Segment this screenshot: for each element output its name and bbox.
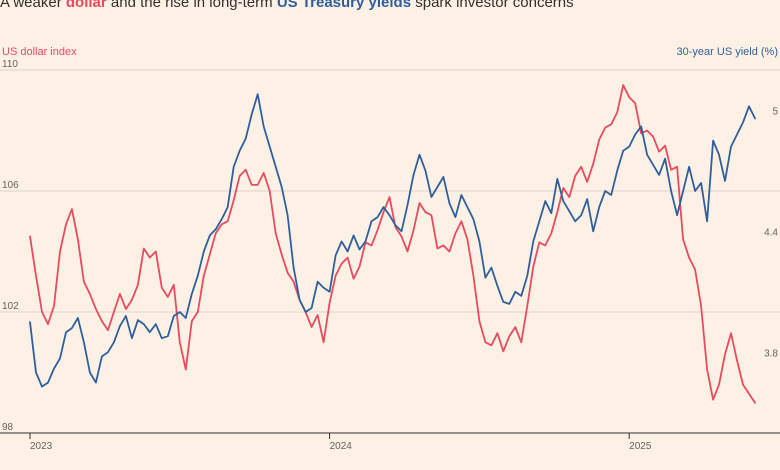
left-tick-label-102: 102	[2, 301, 19, 312]
left-tick-label-110: 110	[2, 59, 18, 70]
dollar-index-line	[29, 84, 756, 404]
x-tick-label-2023: 2023	[30, 441, 53, 452]
chart-subtitle: A weaker dollar and the rise in long-ter…	[0, 0, 574, 11]
right-tick-label-5: 5	[772, 106, 778, 117]
subtitle-highlight-dollar: dollar	[65, 0, 107, 11]
left-axis-title: US dollar index	[2, 46, 77, 58]
x-tick-label-2024: 2024	[330, 441, 353, 452]
left-tick-label-98: 98	[2, 422, 14, 433]
right-axis-title: 30-year US yield (%)	[676, 46, 778, 58]
subtitle-text-3: spark investor concerns	[411, 0, 574, 11]
treasury-yield-line	[29, 93, 756, 388]
subtitle-highlight-yield: US Treasury yields	[276, 0, 412, 11]
left-tick-label-106: 106	[2, 180, 19, 191]
right-tick-label-4.4: 4.4	[764, 227, 778, 238]
subtitle-text-2: and the rise in long-term	[106, 0, 277, 11]
x-tick-label-2025: 2025	[629, 441, 652, 452]
right-tick-label-3.8: 3.8	[764, 348, 778, 359]
subtitle-text-1: A weaker	[0, 0, 66, 11]
